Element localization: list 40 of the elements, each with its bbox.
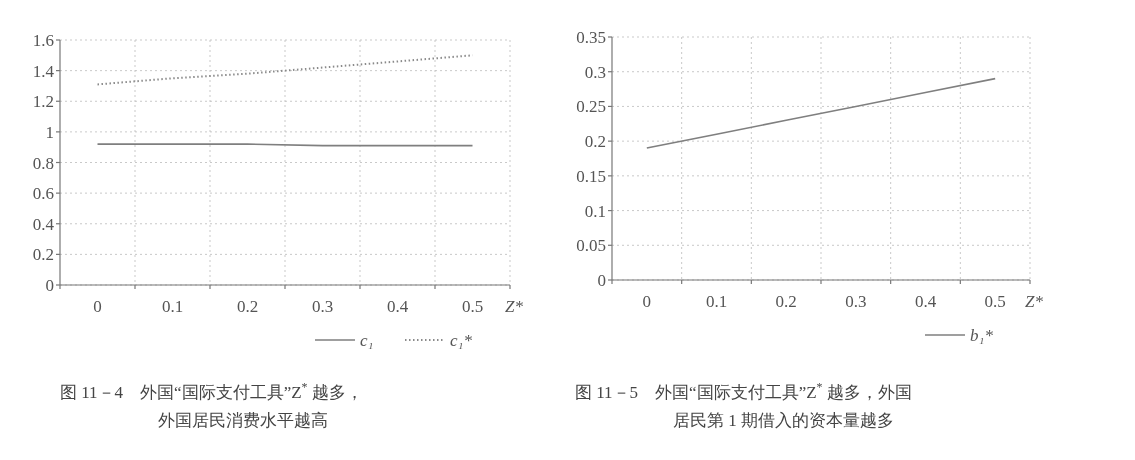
x-tick-label: 0.1	[161, 297, 184, 316]
y-tick-label: 1.6	[32, 31, 54, 50]
x-tick-label: 0.4	[386, 297, 409, 316]
y-tick-label: 0.05	[576, 236, 606, 256]
line-series	[96, 54, 474, 86]
x-tick-label: 0.4	[914, 292, 937, 311]
legend-label: c₁*	[450, 331, 473, 350]
y-tick-label: 0	[45, 276, 54, 295]
x-tick-label: 0.2	[775, 292, 797, 311]
x-tick-label: 0.3	[311, 297, 334, 316]
y-tick-label: 0	[597, 271, 606, 290]
y-tick-label: 1	[45, 122, 54, 142]
x-axis-title: Z*	[505, 297, 524, 316]
y-tick-label: 0.6	[32, 184, 54, 204]
y-tick-label: 0.1	[584, 201, 606, 221]
y-tick-label: 0.2	[584, 132, 606, 152]
x-tick-label: 0.3	[845, 292, 867, 311]
x-tick-label: 0.1	[705, 292, 728, 311]
x-tick-label: 0	[93, 297, 102, 316]
text: 居民第 1 期借入的资本量越多	[673, 411, 894, 430]
x-axis-title: Z*	[1025, 292, 1044, 311]
y-tick-label: 0.25	[576, 97, 606, 117]
y-tick-label: 1.4	[32, 61, 55, 81]
text: 外国居民消费水平越高	[158, 411, 328, 430]
y-tick-label: 0.2	[32, 245, 54, 265]
x-tick-label: 0.5	[984, 292, 1006, 311]
caption: 图 11－5 外国“国际支付工具”Z$^{*}$ 越多，外国	[575, 380, 912, 402]
y-tick-label: 0.15	[576, 166, 606, 186]
x-tick-label: 0	[642, 292, 652, 311]
legend-label: c₁	[360, 331, 374, 350]
line-series	[646, 77, 996, 149]
x-tick-label: 0.2	[236, 297, 259, 316]
y-tick-label: 0.8	[32, 153, 54, 173]
y-tick-label: 0.3	[584, 62, 606, 82]
y-tick-label: 0.35	[576, 28, 606, 47]
y-tick-label: 1.2	[32, 92, 54, 112]
legend-label: b₁*	[970, 326, 994, 345]
x-tick-label: 0.5	[461, 297, 484, 316]
y-tick-label: 0.4	[32, 214, 55, 234]
caption: 图 11－4 外国“国际支付工具”Z$^{*}$ 越多，	[60, 380, 363, 402]
